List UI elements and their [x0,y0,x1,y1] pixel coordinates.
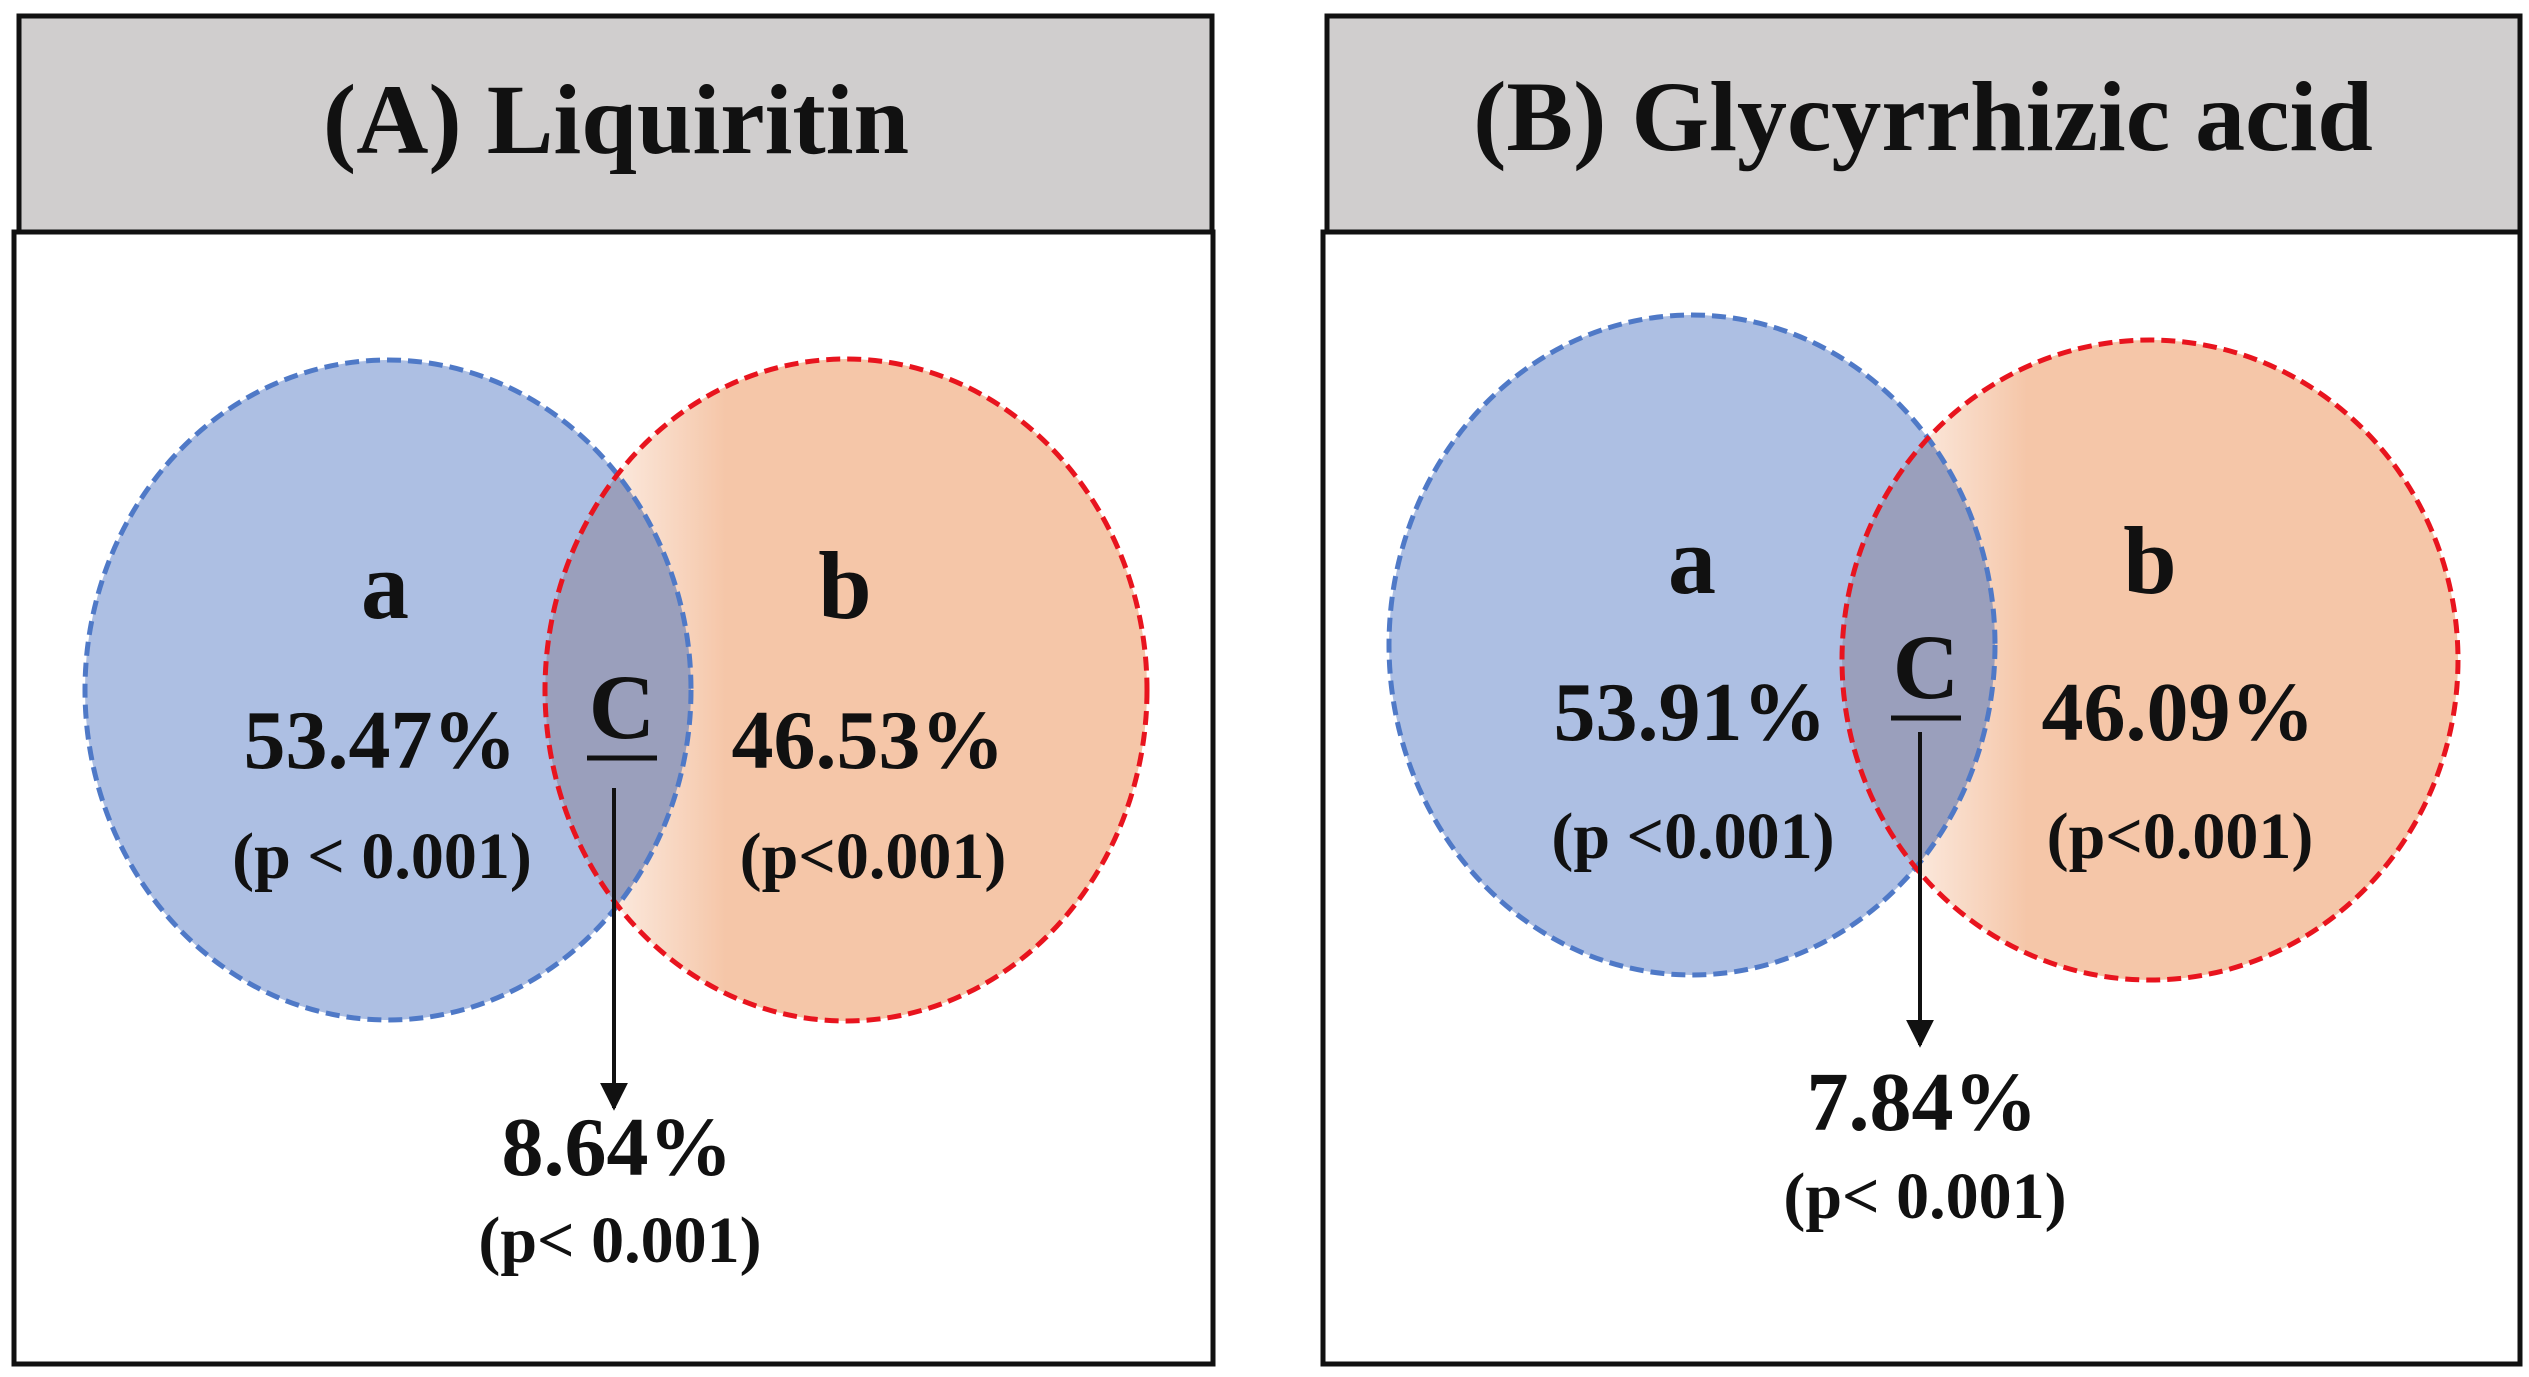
set-b-label: b [818,532,871,639]
intersection-percent: 8.64% [502,1101,733,1194]
intersection-percent: 7.84% [1807,1056,2038,1149]
panel-a-header [16,13,1215,235]
set-a-circle [85,360,691,1020]
set-a-circle [1389,315,1995,975]
intersection-pvalue: (p< 0.001) [1783,1160,2066,1233]
set-b-percent: 46.53% [732,694,1005,787]
set-a-pvalue: (p < 0.001) [232,820,532,893]
set-b-circle [1842,340,2458,980]
set-b-label: b [2123,507,2176,614]
set-a-outline [82,357,694,1023]
set-a-label: a [361,532,409,639]
panel-b: (B) Glycyrrhizic acid a 53.91% (p <0.001… [1320,13,2523,1367]
set-b-percent: 46.09% [2042,666,2315,759]
set-a-label: a [1668,507,1716,614]
set-a-outline [1386,312,1998,978]
set-a-pvalue: (p <0.001) [1551,800,1834,873]
set-b-circle [545,359,1147,1021]
set-b-outline [542,356,1150,1024]
set-b-pvalue: (p<0.001) [2047,800,2314,873]
set-b-pvalue: (p<0.001) [740,820,1007,893]
intersection-label: C [589,656,655,758]
intersection-pvalue: (p< 0.001) [478,1204,761,1277]
set-a-percent: 53.91% [1554,666,1827,759]
panel-b-title: (B) Glycyrrhizic acid [1473,61,2373,172]
panel-a-title: (A) Liquiritin [323,64,909,175]
set-a-percent: 53.47% [244,694,517,787]
panel-a: (A) Liquiritin a 53.47% (p < 0.001) b 46… [11,13,1216,1367]
intersection-label: C [1893,616,1959,718]
set-b-outline [1839,337,2461,983]
